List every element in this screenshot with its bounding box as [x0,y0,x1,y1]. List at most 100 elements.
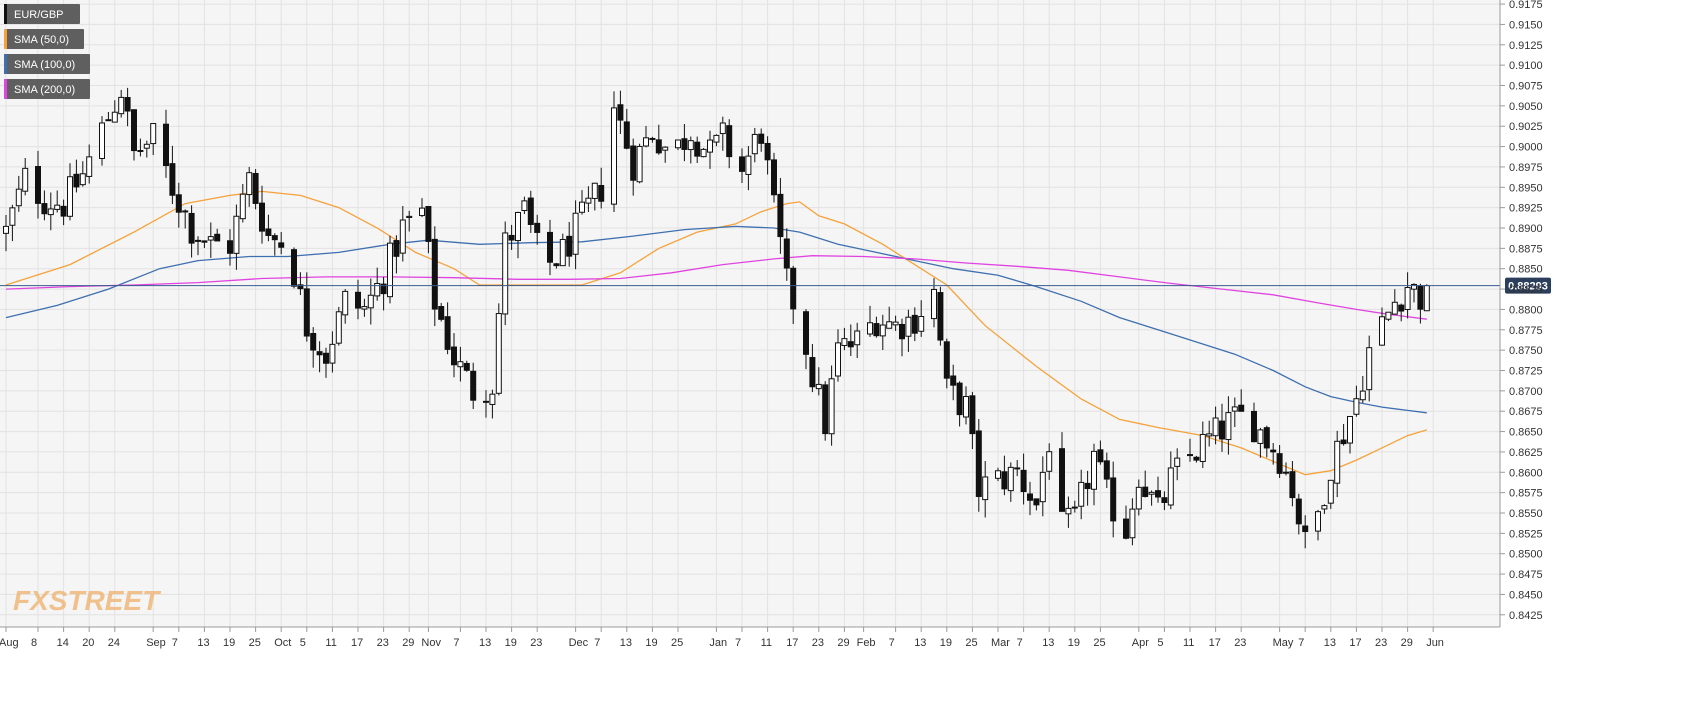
candle-body-down [547,231,553,263]
candle-body-up [745,155,752,175]
candle-body-down [1283,471,1289,474]
y-tick-label: 0.9075 [1509,81,1543,93]
candle-body-up [1039,471,1046,503]
candle-body-up [105,119,112,122]
x-tick-label: 19 [645,637,657,649]
candle-body-up [854,330,861,346]
candle-body-down [1263,427,1270,449]
candle-body-up [1199,433,1206,462]
candle-body-up [22,167,29,192]
x-tick-label: 19 [505,637,517,649]
x-tick-label: 7 [172,637,178,649]
candle-body-down [783,238,790,269]
candle-body-up [233,215,240,254]
y-tick-label: 0.8600 [1509,467,1543,479]
candle-body-up [1167,467,1174,506]
candle-body-down [630,145,637,181]
candle-body-up [1391,301,1398,315]
candle-body-down [1417,285,1424,310]
candle-body-up [374,283,381,297]
x-tick-label: 19 [1068,637,1080,649]
candle-body-up [3,225,9,234]
candle-body-down [463,362,470,371]
y-tick-label: 0.8925 [1509,203,1543,215]
y-tick-label: 0.8850 [1509,264,1543,276]
candle-body-down [425,206,432,242]
candle-body-down [534,222,541,233]
candle-body-down [943,341,950,379]
x-tick-label: May [1273,637,1294,649]
y-tick-label: 0.8750 [1509,345,1543,357]
candle-body-up [1231,406,1238,412]
candle-body-down [508,234,515,241]
candle-body-up [342,290,349,316]
candle-body-up [489,393,496,405]
candle-body-up [918,316,925,332]
candle-body-up [649,137,656,140]
candle-body-down [873,323,880,337]
candle-body-up [1327,479,1334,504]
legend-color-swatch [4,29,7,49]
x-tick-label: 17 [351,637,363,649]
candle-body-down [380,283,387,295]
candle-body-down [60,205,67,217]
candle-body-up [1129,508,1136,539]
candle-body-up [751,133,758,155]
x-tick-label: 19 [940,637,952,649]
candle-body-down [655,139,662,154]
x-tick-label: 25 [1093,637,1105,649]
x-tick-label: Aug [0,637,19,649]
candle-body-down [1289,471,1296,499]
candle-body-down [937,292,944,341]
candle-body-up [1071,506,1078,509]
candle-body-up [1206,433,1213,437]
candle-body-down [1097,449,1104,463]
candle-body-up [579,201,585,213]
x-tick-label: 29 [1401,637,1413,649]
y-tick-label: 0.8525 [1509,528,1543,540]
svg-text:FXSTREET: FXSTREET [13,585,162,616]
candle-body-up [886,321,893,329]
candle-body-down [617,104,624,121]
y-tick-label: 0.8575 [1509,488,1543,500]
x-tick-label: 7 [594,637,600,649]
candle-body-up [495,313,502,394]
candle-body-down [259,202,265,232]
candle-body-down [451,346,457,366]
candle-body-down [566,235,573,257]
grid [0,0,1500,627]
candle-body-down [1302,525,1309,533]
candle-body-up [1212,417,1219,437]
legend-color-swatch [4,54,7,74]
candle-body-down [1033,498,1040,506]
candle-body-up [1379,316,1385,346]
candle-body-up [15,188,22,207]
x-tick-label: 29 [837,637,849,649]
candle-body-up [1423,285,1430,312]
candle-body-up [687,140,694,151]
y-tick-label: 0.8700 [1509,386,1543,398]
x-tick-label: 11 [1183,637,1194,649]
candle-body-up [1334,440,1341,484]
candle-body-up [419,207,425,217]
x-tick-label: 13 [620,637,632,649]
candle-body-down [969,395,976,435]
candle-body-up [47,208,54,216]
x-tick-label: 7 [735,637,741,649]
y-tick-label: 0.9050 [1509,101,1543,113]
candle-body-down [483,400,489,403]
candle-body-down [393,240,400,257]
candle-body-down [1110,477,1117,522]
candle-body-up [515,211,521,242]
legend: EUR/GBP SMA (50,0) SMA (100,0) SMA (200,0) [4,4,90,99]
x-tick-label: 23 [812,637,824,649]
y-tick-label: 0.8975 [1509,162,1543,174]
candle-body-down [252,172,259,204]
candle-body-up [9,207,16,226]
fxstreet-watermark: FXSTREET [13,585,162,616]
candle-body-up [54,204,61,210]
y-tick-label: 0.9000 [1509,142,1543,154]
candle-body-up [719,122,726,135]
candle-body-down [771,159,777,196]
candle-body-down [950,375,957,386]
